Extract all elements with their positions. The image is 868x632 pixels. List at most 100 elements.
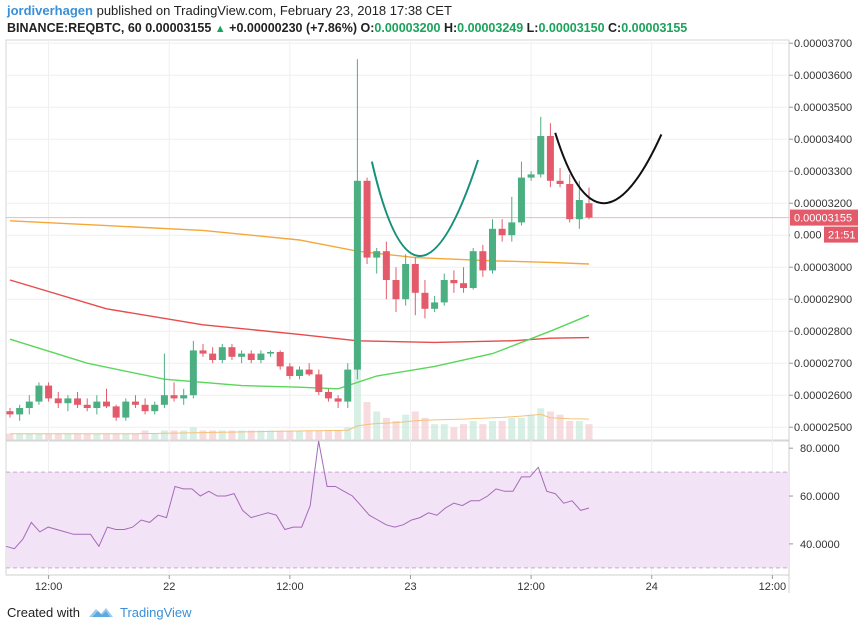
candle-body[interactable] bbox=[421, 292, 429, 309]
candle[interactable] bbox=[508, 196, 516, 242]
candle[interactable] bbox=[267, 350, 275, 357]
candle[interactable] bbox=[566, 174, 574, 223]
candle[interactable] bbox=[189, 340, 197, 399]
candle[interactable] bbox=[54, 392, 62, 408]
candle[interactable] bbox=[93, 395, 101, 415]
candle[interactable] bbox=[296, 366, 303, 380]
candle[interactable] bbox=[276, 350, 284, 370]
candle-body[interactable] bbox=[151, 404, 159, 412]
candle[interactable] bbox=[546, 123, 554, 188]
candle-body[interactable] bbox=[238, 353, 246, 357]
candle-body[interactable] bbox=[296, 369, 303, 376]
curve-drawing[interactable] bbox=[370, 159, 479, 257]
candle[interactable] bbox=[160, 353, 168, 408]
candle[interactable] bbox=[151, 401, 159, 415]
candle-body[interactable] bbox=[218, 347, 226, 360]
candle-body[interactable] bbox=[16, 408, 24, 415]
candle-body[interactable] bbox=[170, 395, 178, 399]
candle[interactable] bbox=[218, 344, 226, 364]
candle-body[interactable] bbox=[209, 353, 217, 360]
candle-body[interactable] bbox=[6, 411, 14, 415]
candle-body[interactable] bbox=[74, 398, 82, 405]
candle[interactable] bbox=[257, 350, 265, 364]
candle-body[interactable] bbox=[402, 264, 410, 300]
candle-body[interactable] bbox=[35, 385, 43, 402]
price-pane[interactable] bbox=[5, 39, 790, 441]
candle[interactable] bbox=[575, 180, 583, 229]
candle-body[interactable] bbox=[411, 264, 419, 293]
author-link[interactable]: jordiverhagen bbox=[7, 3, 93, 18]
candle-body[interactable] bbox=[64, 398, 72, 404]
candle-body[interactable] bbox=[189, 350, 197, 396]
candle-body[interactable] bbox=[344, 369, 352, 402]
candle-body[interactable] bbox=[575, 200, 583, 220]
candle-body[interactable] bbox=[566, 184, 574, 220]
candle-body[interactable] bbox=[469, 251, 477, 288]
candle-body[interactable] bbox=[257, 353, 265, 360]
candle-body[interactable] bbox=[527, 174, 535, 178]
candle[interactable] bbox=[180, 388, 188, 405]
candle[interactable] bbox=[556, 168, 564, 188]
candle[interactable] bbox=[460, 267, 468, 293]
candle-body[interactable] bbox=[160, 395, 168, 405]
drawings[interactable] bbox=[370, 132, 663, 257]
candle[interactable] bbox=[411, 257, 419, 316]
candle[interactable] bbox=[517, 161, 525, 226]
candle[interactable] bbox=[83, 398, 91, 412]
candle-body[interactable] bbox=[508, 222, 516, 236]
candle[interactable] bbox=[479, 244, 487, 277]
candle-body[interactable] bbox=[324, 392, 332, 399]
candle[interactable] bbox=[170, 382, 178, 402]
candle-body[interactable] bbox=[180, 395, 188, 399]
candle[interactable] bbox=[392, 267, 400, 312]
candle[interactable] bbox=[537, 116, 545, 178]
candle-body[interactable] bbox=[479, 251, 487, 271]
candle[interactable] bbox=[353, 59, 361, 380]
candle-body[interactable] bbox=[112, 406, 120, 418]
candle[interactable] bbox=[363, 177, 371, 264]
candle-body[interactable] bbox=[25, 401, 33, 408]
candle[interactable] bbox=[421, 280, 429, 319]
candle[interactable] bbox=[324, 388, 332, 402]
candle[interactable] bbox=[238, 350, 246, 364]
candle-body[interactable] bbox=[498, 228, 506, 236]
candle[interactable] bbox=[141, 398, 149, 415]
candle[interactable] bbox=[74, 392, 82, 408]
candle[interactable] bbox=[103, 388, 110, 408]
candle-body[interactable] bbox=[141, 404, 149, 412]
candle[interactable] bbox=[131, 395, 139, 408]
candle-body[interactable] bbox=[267, 352, 275, 354]
candle-body[interactable] bbox=[440, 280, 448, 303]
candle[interactable] bbox=[122, 398, 130, 421]
candle-body[interactable] bbox=[431, 302, 439, 309]
candle-body[interactable] bbox=[489, 228, 496, 271]
candle[interactable] bbox=[431, 296, 439, 312]
candle-body[interactable] bbox=[460, 283, 468, 288]
candle-body[interactable] bbox=[363, 180, 371, 258]
candle[interactable] bbox=[16, 404, 24, 421]
candle-body[interactable] bbox=[556, 180, 564, 184]
candle-body[interactable] bbox=[45, 385, 53, 399]
candle[interactable] bbox=[247, 350, 255, 364]
candle-body[interactable] bbox=[247, 353, 255, 360]
candle[interactable] bbox=[315, 369, 323, 396]
candle[interactable] bbox=[112, 404, 120, 421]
candle-body[interactable] bbox=[382, 251, 390, 280]
candle-body[interactable] bbox=[93, 401, 101, 408]
candle[interactable] bbox=[498, 219, 506, 242]
candle-body[interactable] bbox=[334, 398, 342, 402]
candle-body[interactable] bbox=[103, 401, 110, 407]
candle[interactable] bbox=[64, 395, 72, 412]
candle-body[interactable] bbox=[585, 203, 593, 218]
candle-body[interactable] bbox=[199, 350, 207, 354]
curve-drawing[interactable] bbox=[554, 132, 663, 205]
candle[interactable] bbox=[450, 270, 458, 293]
candle[interactable] bbox=[228, 344, 236, 360]
candle[interactable] bbox=[382, 241, 390, 300]
candle[interactable] bbox=[6, 408, 14, 418]
candle[interactable] bbox=[373, 248, 381, 274]
candle-body[interactable] bbox=[353, 180, 361, 370]
candles[interactable] bbox=[6, 59, 593, 421]
candle-body[interactable] bbox=[517, 177, 525, 223]
